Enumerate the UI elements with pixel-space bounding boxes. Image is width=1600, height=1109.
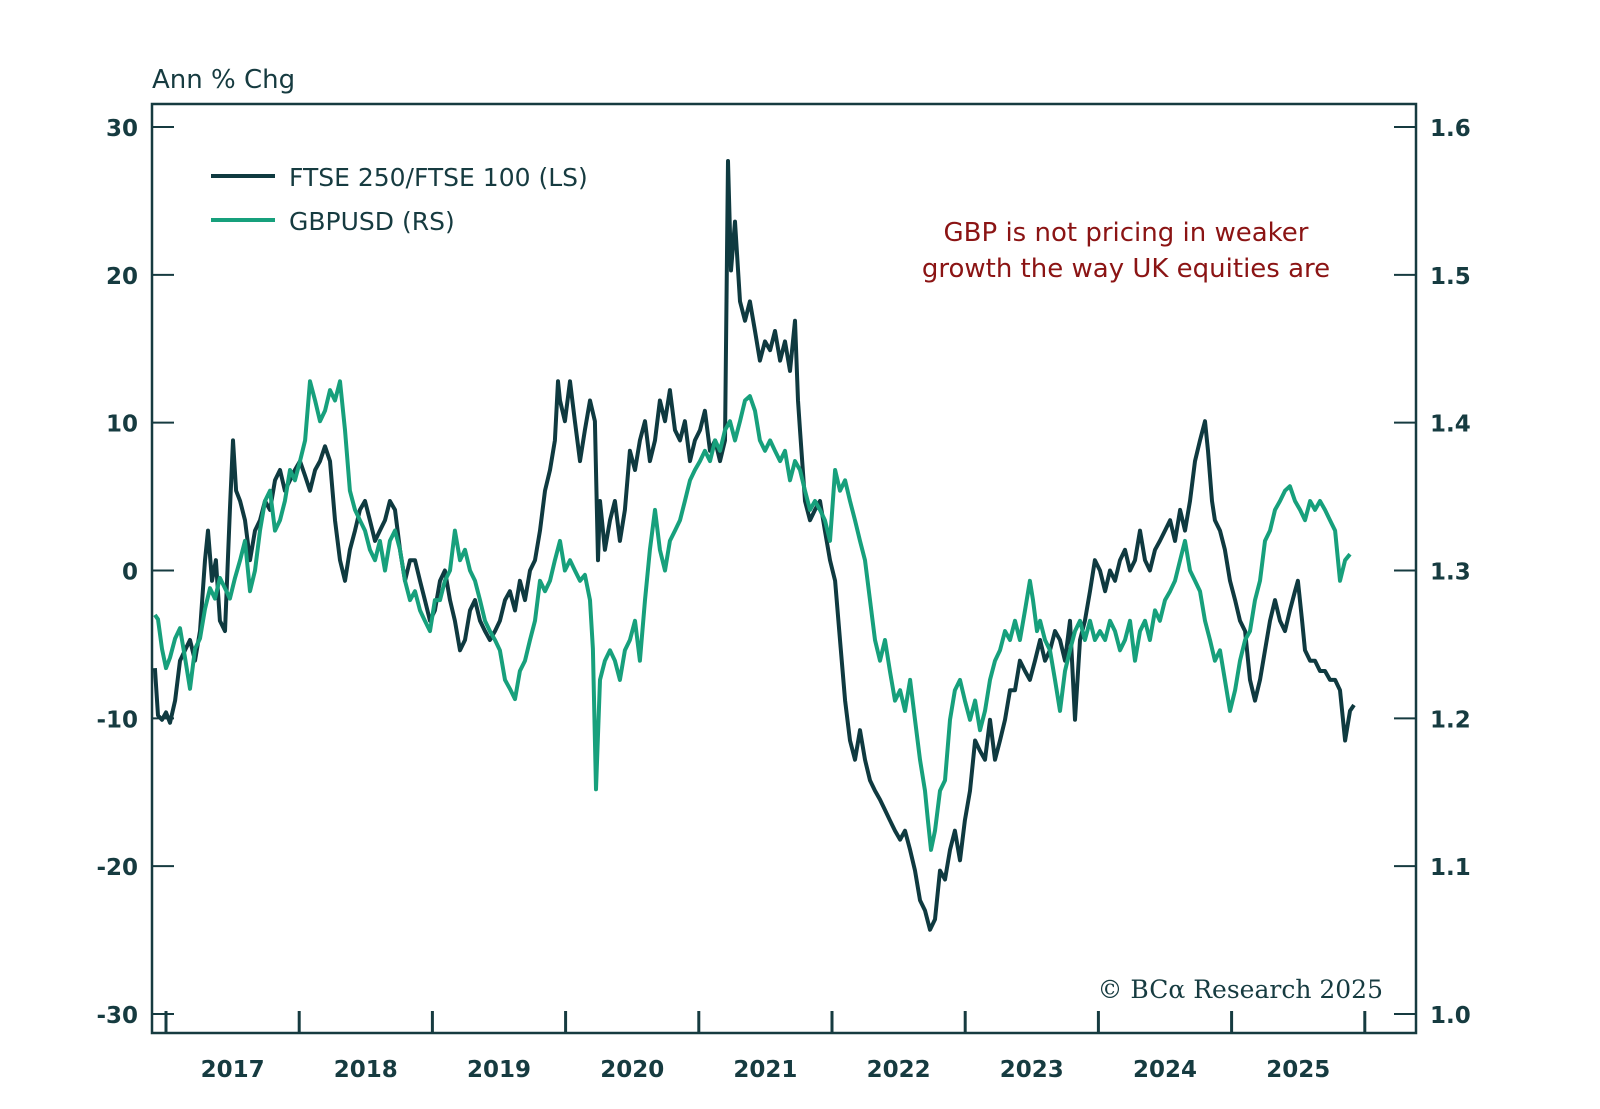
x-tick-label: 2019	[467, 1057, 531, 1083]
left-axis: 30 20 10 0 -10 -20 -30	[96, 116, 174, 1029]
x-tick-label: 2022	[867, 1057, 931, 1083]
legend-label-ftse: FTSE 250/FTSE 100 (LS)	[289, 163, 588, 192]
copyright-credit: © BCα Research 2025	[1097, 975, 1383, 1004]
annotation: GBP is not pricing in weaker growth the …	[922, 218, 1330, 284]
left-tick-label: 30	[106, 116, 138, 142]
x-tick-label: 2024	[1133, 1057, 1197, 1083]
legend-label-gbpusd: GBPUSD (RS)	[289, 207, 455, 236]
x-tick-label: 2021	[733, 1057, 797, 1083]
annotation-line-2: growth the way UK equities are	[922, 254, 1330, 284]
right-tick-label: 1.3	[1430, 560, 1471, 586]
left-tick-label: -30	[96, 1003, 138, 1029]
annotation-line-1: GBP is not pricing in weaker	[944, 218, 1309, 248]
right-tick-label: 1.0	[1430, 1003, 1471, 1029]
left-tick-label: 10	[106, 412, 138, 438]
right-tick-label: 1.2	[1430, 707, 1471, 733]
right-tick-label: 1.6	[1430, 116, 1471, 142]
right-tick-label: 1.5	[1430, 264, 1471, 290]
x-tick-label: 2025	[1266, 1057, 1330, 1083]
right-tick-label: 1.4	[1430, 412, 1471, 438]
series-line-ftse250-ftse100	[152, 159, 1356, 932]
x-tick-label: 2018	[334, 1057, 398, 1083]
left-tick-label: -10	[96, 707, 138, 733]
x-axis: 2017 2018 2019 2020 2021 2022 2023 2024 2025	[164, 1011, 1367, 1083]
x-tick-label: 2020	[600, 1057, 664, 1083]
left-tick-label: 20	[106, 264, 138, 290]
left-tick-label: -20	[96, 855, 138, 881]
right-axis: 1.6 1.5 1.4 1.3 1.2 1.1 1.0	[1394, 116, 1471, 1029]
series-layer	[152, 159, 1356, 932]
x-tick-label: 2023	[1000, 1057, 1064, 1083]
plot-frame	[150, 102, 1418, 1035]
left-axis-title: Ann % Chg	[152, 65, 295, 95]
left-tick-label: 0	[122, 560, 138, 586]
legend: FTSE 250/FTSE 100 (LS) GBPUSD (RS)	[211, 163, 588, 236]
series-line-gbpusd	[153, 379, 1352, 852]
x-tick-label: 2017	[201, 1057, 265, 1083]
right-tick-label: 1.1	[1430, 855, 1471, 881]
